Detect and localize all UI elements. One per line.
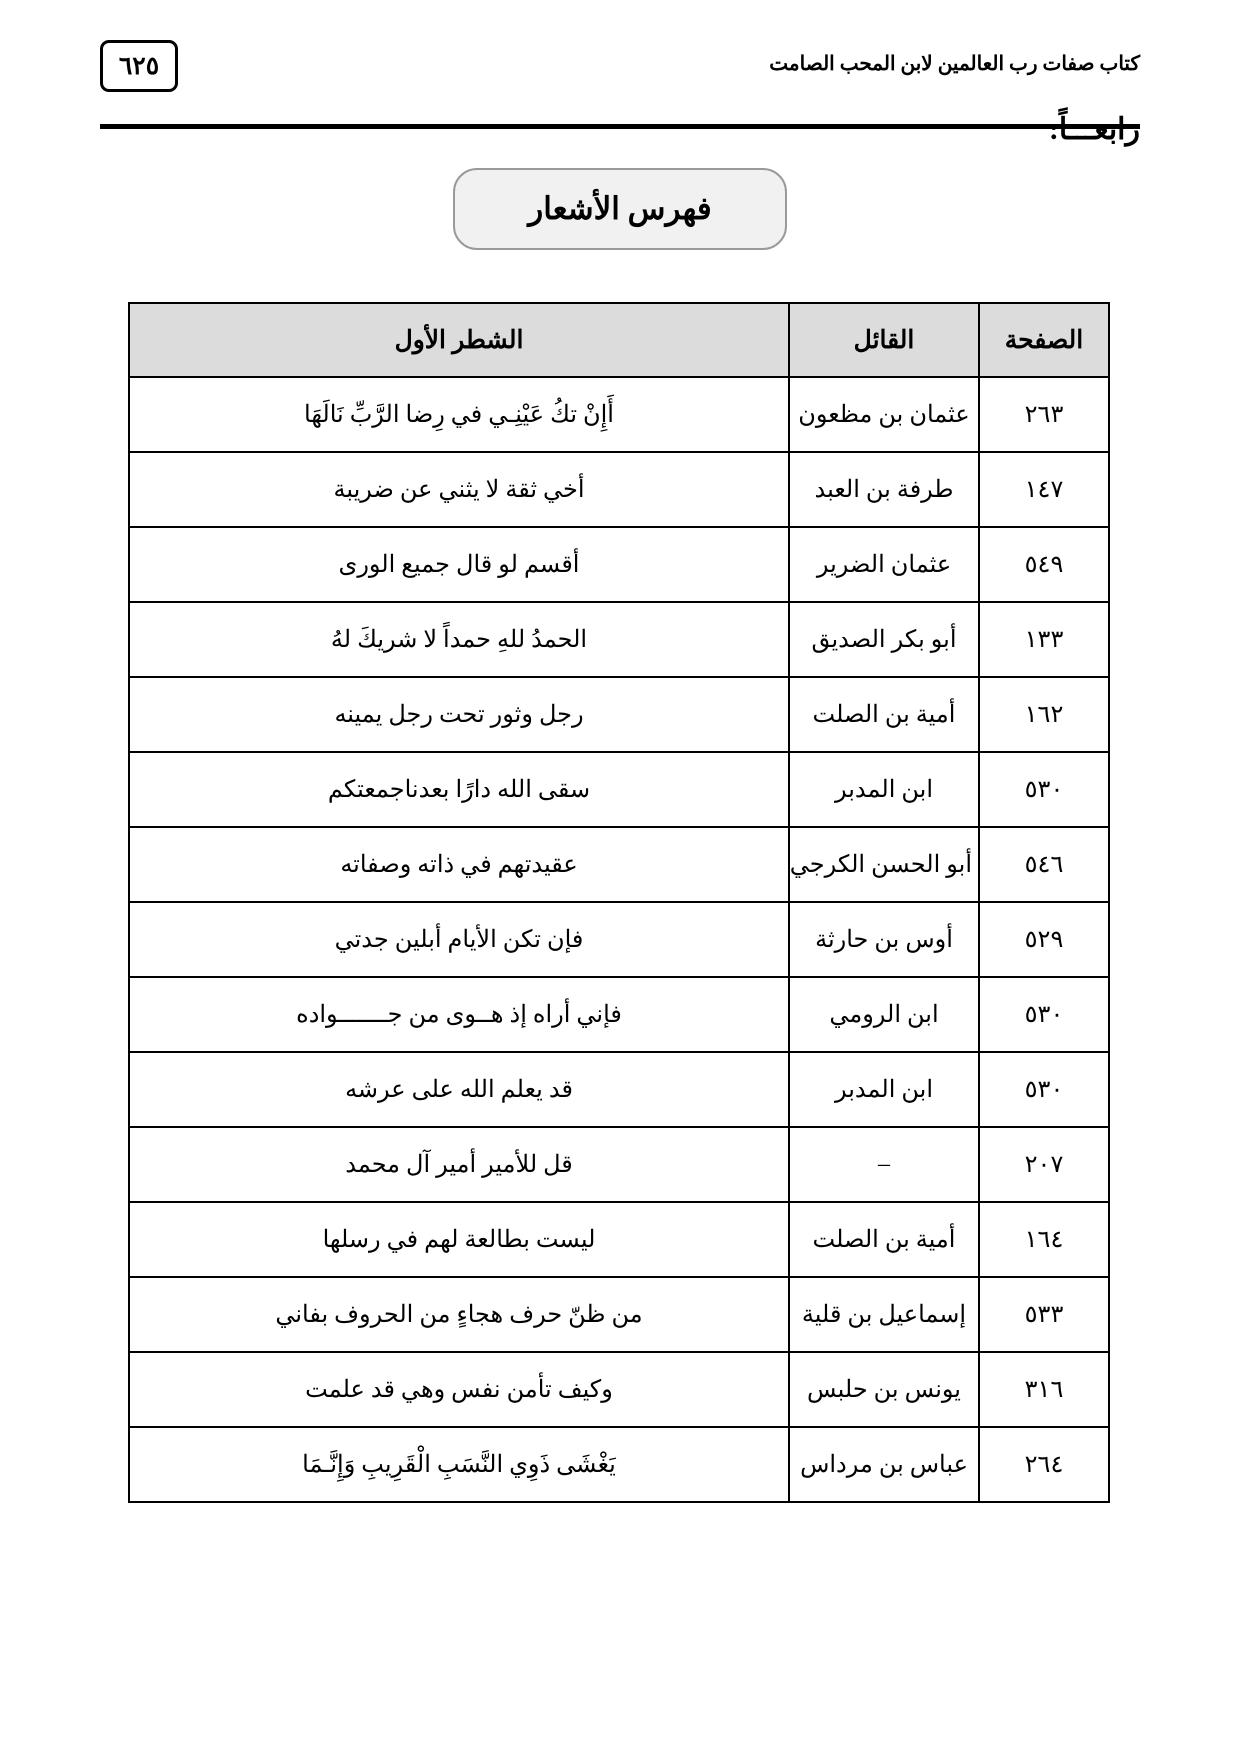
poem-index-table: الصفحة القائل الشطر الأول ٢٦٣ عثمان بن مظ… — [128, 302, 1110, 1503]
cell-page-number: ٣١٦ — [978, 1351, 1110, 1428]
cell-verse: رجل وثور تحت رجل يمينه — [128, 676, 790, 753]
cell-speaker: إسماعيل بن قلية — [788, 1276, 980, 1353]
poem-index-table-container: الصفحة القائل الشطر الأول ٢٦٣ عثمان بن مظ… — [128, 302, 1110, 1503]
cell-page-number: ١٦٤ — [978, 1201, 1110, 1278]
cell-page-number: ٢٦٤ — [978, 1426, 1110, 1503]
cell-verse: أَإِنْ تكُ عَيْنِـي في رِضا الرَّبِّ نَا… — [128, 376, 790, 453]
column-header-page: الصفحة — [978, 302, 1110, 378]
cell-speaker: أبو الحسن الكرجي — [788, 826, 980, 903]
cell-speaker: أوس بن حارثة — [788, 901, 980, 978]
cell-speaker: عثمان الضرير — [788, 526, 980, 603]
table-row: ١٤٧ طرفة بن العبد أخي ثقة لا يثني عن ضريبة — [128, 451, 1110, 528]
cell-page-number: ١٣٣ — [978, 601, 1110, 678]
table-row: ٥٣٠ ابن الرومي فإني أراه إذ هــوى من جــــ… — [128, 976, 1110, 1053]
cell-verse: ليست بطالعة لهم في رسلها — [128, 1201, 790, 1278]
cell-page-number: ٥٣٠ — [978, 1051, 1110, 1128]
cell-page-number: ٢٠٧ — [978, 1126, 1110, 1203]
table-row: ١٦٢ أمية بن الصلت رجل وثور تحت رجل يمينه — [128, 676, 1110, 753]
cell-verse: عقيدتهم في ذاته وصفاته — [128, 826, 790, 903]
cell-speaker: أبو بكر الصديق — [788, 601, 980, 678]
cell-verse: الحمدُ للهِ حمداً لا شريكَ لهُ — [128, 601, 790, 678]
table-row: ٢٦٣ عثمان بن مظعون أَإِنْ تكُ عَيْنِـي في … — [128, 376, 1110, 453]
table-row: ٢٦٤ عباس بن مرداس يَغْشَى ذَوِي النَّسَبِ … — [128, 1426, 1110, 1503]
table-row: ٥٤٩ عثمان الضرير أقسم لو قال جميع الورى — [128, 526, 1110, 603]
table-row: ٥٢٩ أوس بن حارثة فإن تكن الأيام أبلين جدتي — [128, 901, 1110, 978]
cell-speaker: ابن المدبر — [788, 751, 980, 828]
cell-page-number: ٥٣٣ — [978, 1276, 1110, 1353]
cell-speaker: – — [788, 1126, 980, 1203]
table-row: ٥٣٠ ابن المدبر سقى الله دارًا بعدناجمعتكم — [128, 751, 1110, 828]
cell-page-number: ٥٤٩ — [978, 526, 1110, 603]
cell-page-number: ١٦٢ — [978, 676, 1110, 753]
cell-speaker: أمية بن الصلت — [788, 1201, 980, 1278]
table-body: ٢٦٣ عثمان بن مظعون أَإِنْ تكُ عَيْنِـي في … — [128, 376, 1110, 1503]
column-header-verse: الشطر الأول — [128, 302, 790, 378]
table-row: ١٣٣ أبو بكر الصديق الحمدُ للهِ حمداً لا شر… — [128, 601, 1110, 678]
page-title: فهرس الأشعار — [453, 168, 787, 250]
section-ordinal-label: رابعـــاً: — [1048, 113, 1140, 146]
table-header-row: الصفحة القائل الشطر الأول — [128, 302, 1110, 378]
cell-verse: يَغْشَى ذَوِي النَّسَبِ الْقَرِيبِ وَإِن… — [128, 1426, 790, 1503]
cell-verse: من ظنّ حرف هجاءٍ من الحروف بفاني — [128, 1276, 790, 1353]
cell-verse: فإني أراه إذ هــوى من جـــــــواده — [128, 976, 790, 1053]
cell-speaker: يونس بن حلبس — [788, 1351, 980, 1428]
book-title-header: كتاب صفات رب العالمين لابن المحب الصامت — [769, 52, 1140, 75]
cell-page-number: ٥٣٠ — [978, 751, 1110, 828]
cell-verse: فإن تكن الأيام أبلين جدتي — [128, 901, 790, 978]
table-row: ١٦٤ أمية بن الصلت ليست بطالعة لهم في رسلها — [128, 1201, 1110, 1278]
cell-speaker: عثمان بن مظعون — [788, 376, 980, 453]
header-divider-rule — [100, 124, 1140, 129]
cell-page-number: ١٤٧ — [978, 451, 1110, 528]
table-row: ٥٤٦ أبو الحسن الكرجي عقيدتهم في ذاته وصفات… — [128, 826, 1110, 903]
cell-verse: أقسم لو قال جميع الورى — [128, 526, 790, 603]
cell-page-number: ٢٦٣ — [978, 376, 1110, 453]
page-number-badge: ٦٢٥ — [100, 40, 178, 92]
cell-page-number: ٥٤٦ — [978, 826, 1110, 903]
table-row: ٢٠٧– قل للأمير أمير آل محمد — [128, 1126, 1110, 1203]
cell-page-number: ٥٢٩ — [978, 901, 1110, 978]
running-header-row: ٦٢٥ كتاب صفات رب العالمين لابن المحب الص… — [100, 38, 1140, 94]
table-row: ٥٣٠ ابن المدبر قد يعلم الله على عرشه — [128, 1051, 1110, 1128]
cell-speaker: ابن الرومي — [788, 976, 980, 1053]
column-header-speaker: القائل — [788, 302, 980, 378]
cell-speaker: ابن المدبر — [788, 1051, 980, 1128]
cell-speaker: طرفة بن العبد — [788, 451, 980, 528]
cell-verse: وكيف تأمن نفس وهي قد علمت — [128, 1351, 790, 1428]
title-chip-container: فهرس الأشعار — [0, 168, 1240, 250]
cell-verse: قل للأمير أمير آل محمد — [128, 1126, 790, 1203]
cell-verse: سقى الله دارًا بعدناجمعتكم — [128, 751, 790, 828]
cell-verse: قد يعلم الله على عرشه — [128, 1051, 790, 1128]
table-row: ٣١٦ يونس بن حلبس وكيف تأمن نفس وهي قد علمت — [128, 1351, 1110, 1428]
cell-verse: أخي ثقة لا يثني عن ضريبة — [128, 451, 790, 528]
cell-page-number: ٥٣٠ — [978, 976, 1110, 1053]
table-row: ٥٣٣ إسماعيل بن قلية من ظنّ حرف هجاءٍ من ال… — [128, 1276, 1110, 1353]
running-header: ٦٢٥ كتاب صفات رب العالمين لابن المحب الص… — [100, 38, 1140, 129]
table-head: الصفحة القائل الشطر الأول — [128, 302, 1110, 378]
cell-speaker: عباس بن مرداس — [788, 1426, 980, 1503]
cell-speaker: أمية بن الصلت — [788, 676, 980, 753]
